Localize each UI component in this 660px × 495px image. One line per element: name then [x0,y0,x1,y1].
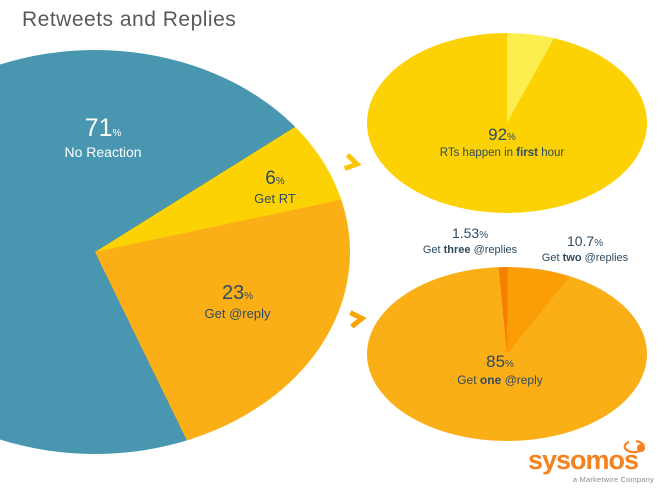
reply-pie-label-two: 10.7% Get two @replies [510,232,660,266]
logo-wordmark: sysomos [528,445,639,475]
chevron-right-icon [349,310,367,329]
sysomos-logo: sysomos a Marketwire Company [528,440,654,484]
slice-label: Get three @replies [422,244,518,256]
slice-label: Get RT [254,190,296,206]
logo-orbit-icon [623,440,645,454]
reply-pie-label-one: 85% Get one @reply [405,351,595,388]
slice-label: Get two @replies [541,252,629,264]
percent-value: 92% [488,125,516,144]
percent-value: 6% [265,168,285,189]
percent-value: 85% [486,352,514,371]
reply-detail-pie [367,267,647,441]
percent-value: 71% [84,114,122,142]
rt-pie-label: 92% RTs happen in first hour [397,124,607,160]
slice-label: RTs happen in first hour [439,147,565,159]
main-pie [0,50,350,454]
main-pie-label-no-reaction: 71% No Reaction [38,113,168,162]
reply-pie-label-three: 1.53% Get three @replies [390,224,550,258]
slice-label: No Reaction [64,144,142,161]
slice-label: Get @reply [204,306,271,321]
percent-value: 1.53% [451,225,489,241]
logo-tagline: a Marketwire Company [572,475,654,484]
percent-value: 23% [221,282,254,304]
chevron-right-icon [343,153,362,171]
retweet-detail-pie [367,33,647,213]
main-pie-label-get-reply: 23% Get @reply [170,281,305,322]
page-title: Retweets and Replies [22,8,237,31]
percent-value: 10.7% [566,233,604,249]
slice-label: Get one @reply [457,373,543,387]
main-pie-label-get-rt: 6% Get RT [225,167,325,207]
